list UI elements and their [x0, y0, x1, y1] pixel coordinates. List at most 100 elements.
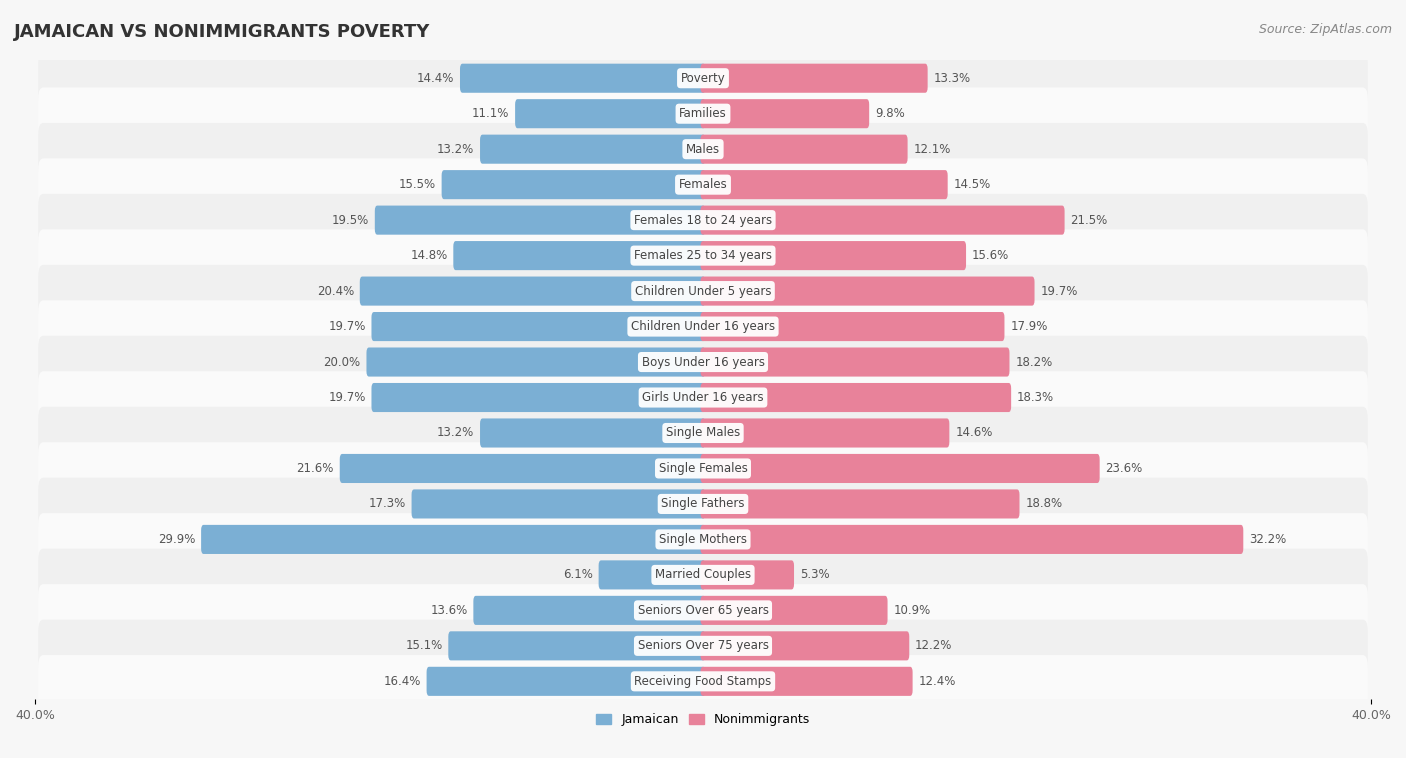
FancyBboxPatch shape	[38, 300, 1368, 352]
Text: Children Under 5 years: Children Under 5 years	[634, 284, 772, 298]
Text: 18.3%: 18.3%	[1017, 391, 1054, 404]
Text: Females 25 to 34 years: Females 25 to 34 years	[634, 249, 772, 262]
FancyBboxPatch shape	[38, 407, 1368, 459]
Text: 18.2%: 18.2%	[1015, 356, 1053, 368]
Text: 15.1%: 15.1%	[405, 639, 443, 653]
Text: 32.2%: 32.2%	[1249, 533, 1286, 546]
Text: Girls Under 16 years: Girls Under 16 years	[643, 391, 763, 404]
FancyBboxPatch shape	[700, 418, 949, 447]
Text: Children Under 16 years: Children Under 16 years	[631, 320, 775, 333]
FancyBboxPatch shape	[479, 135, 706, 164]
Text: 19.7%: 19.7%	[1040, 284, 1078, 298]
FancyBboxPatch shape	[700, 241, 966, 270]
FancyBboxPatch shape	[367, 347, 706, 377]
FancyBboxPatch shape	[700, 347, 1010, 377]
Text: Boys Under 16 years: Boys Under 16 years	[641, 356, 765, 368]
FancyBboxPatch shape	[38, 371, 1368, 424]
Text: 19.7%: 19.7%	[328, 391, 366, 404]
Text: 20.4%: 20.4%	[316, 284, 354, 298]
Legend: Jamaican, Nonimmigrants: Jamaican, Nonimmigrants	[591, 708, 815, 731]
Text: 14.6%: 14.6%	[955, 427, 993, 440]
FancyBboxPatch shape	[38, 513, 1368, 565]
Text: 12.2%: 12.2%	[915, 639, 952, 653]
Text: 29.9%: 29.9%	[157, 533, 195, 546]
Text: Seniors Over 65 years: Seniors Over 65 years	[637, 604, 769, 617]
FancyBboxPatch shape	[38, 442, 1368, 495]
FancyBboxPatch shape	[38, 655, 1368, 707]
Text: 18.8%: 18.8%	[1025, 497, 1063, 510]
FancyBboxPatch shape	[426, 667, 706, 696]
Text: JAMAICAN VS NONIMMIGRANTS POVERTY: JAMAICAN VS NONIMMIGRANTS POVERTY	[14, 23, 430, 41]
FancyBboxPatch shape	[38, 549, 1368, 601]
FancyBboxPatch shape	[371, 383, 706, 412]
FancyBboxPatch shape	[599, 560, 706, 590]
FancyBboxPatch shape	[38, 265, 1368, 318]
FancyBboxPatch shape	[700, 667, 912, 696]
FancyBboxPatch shape	[700, 277, 1035, 305]
Text: 21.6%: 21.6%	[297, 462, 333, 475]
Text: 12.4%: 12.4%	[918, 675, 956, 688]
Text: Females 18 to 24 years: Females 18 to 24 years	[634, 214, 772, 227]
Text: Single Fathers: Single Fathers	[661, 497, 745, 510]
FancyBboxPatch shape	[38, 194, 1368, 246]
FancyBboxPatch shape	[38, 336, 1368, 388]
Text: Single Mothers: Single Mothers	[659, 533, 747, 546]
Text: Males: Males	[686, 143, 720, 155]
Text: Source: ZipAtlas.com: Source: ZipAtlas.com	[1258, 23, 1392, 36]
Text: 16.4%: 16.4%	[384, 675, 420, 688]
FancyBboxPatch shape	[38, 478, 1368, 530]
FancyBboxPatch shape	[38, 52, 1368, 105]
Text: 21.5%: 21.5%	[1070, 214, 1108, 227]
FancyBboxPatch shape	[700, 312, 1004, 341]
Text: 14.4%: 14.4%	[416, 72, 454, 85]
Text: 17.9%: 17.9%	[1011, 320, 1047, 333]
Text: 10.9%: 10.9%	[893, 604, 931, 617]
Text: 20.0%: 20.0%	[323, 356, 360, 368]
Text: 11.1%: 11.1%	[472, 107, 509, 121]
Text: 13.2%: 13.2%	[437, 427, 474, 440]
FancyBboxPatch shape	[700, 560, 794, 590]
FancyBboxPatch shape	[700, 596, 887, 625]
FancyBboxPatch shape	[38, 619, 1368, 672]
FancyBboxPatch shape	[38, 230, 1368, 282]
Text: Receiving Food Stamps: Receiving Food Stamps	[634, 675, 772, 688]
Text: Poverty: Poverty	[681, 72, 725, 85]
FancyBboxPatch shape	[38, 87, 1368, 140]
Text: Single Females: Single Females	[658, 462, 748, 475]
Text: 9.8%: 9.8%	[875, 107, 905, 121]
Text: 12.1%: 12.1%	[914, 143, 950, 155]
FancyBboxPatch shape	[479, 418, 706, 447]
FancyBboxPatch shape	[700, 64, 928, 92]
Text: 14.8%: 14.8%	[411, 249, 447, 262]
FancyBboxPatch shape	[375, 205, 706, 235]
Text: 14.5%: 14.5%	[953, 178, 991, 191]
FancyBboxPatch shape	[453, 241, 706, 270]
Text: Families: Families	[679, 107, 727, 121]
FancyBboxPatch shape	[340, 454, 706, 483]
FancyBboxPatch shape	[700, 170, 948, 199]
FancyBboxPatch shape	[700, 631, 910, 660]
Text: Seniors Over 75 years: Seniors Over 75 years	[637, 639, 769, 653]
FancyBboxPatch shape	[371, 312, 706, 341]
Text: Single Males: Single Males	[666, 427, 740, 440]
Text: Married Couples: Married Couples	[655, 568, 751, 581]
FancyBboxPatch shape	[360, 277, 706, 305]
Text: 19.5%: 19.5%	[332, 214, 368, 227]
FancyBboxPatch shape	[700, 99, 869, 128]
Text: 23.6%: 23.6%	[1105, 462, 1143, 475]
FancyBboxPatch shape	[474, 596, 706, 625]
FancyBboxPatch shape	[38, 123, 1368, 175]
FancyBboxPatch shape	[700, 205, 1064, 235]
FancyBboxPatch shape	[700, 490, 1019, 518]
FancyBboxPatch shape	[412, 490, 706, 518]
Text: 13.2%: 13.2%	[437, 143, 474, 155]
Text: 15.6%: 15.6%	[972, 249, 1010, 262]
Text: 17.3%: 17.3%	[368, 497, 406, 510]
FancyBboxPatch shape	[700, 525, 1243, 554]
Text: 13.6%: 13.6%	[430, 604, 468, 617]
FancyBboxPatch shape	[38, 158, 1368, 211]
FancyBboxPatch shape	[460, 64, 706, 92]
Text: 15.5%: 15.5%	[399, 178, 436, 191]
FancyBboxPatch shape	[700, 454, 1099, 483]
FancyBboxPatch shape	[201, 525, 706, 554]
